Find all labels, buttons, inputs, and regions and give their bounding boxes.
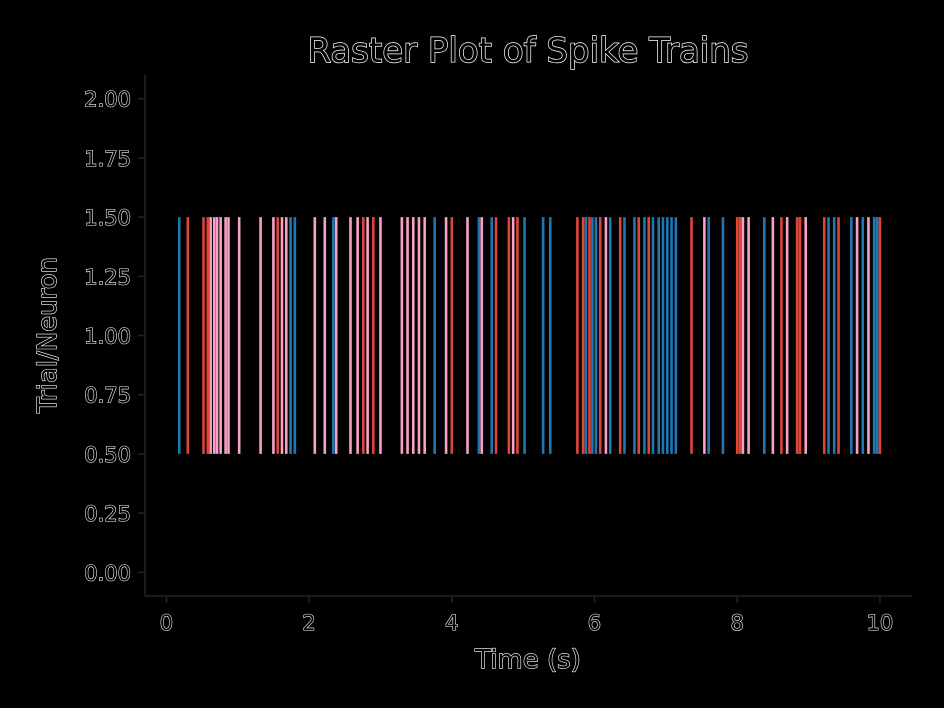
y-tick-label: 0.00: [84, 561, 131, 585]
x-tick-label: 4: [445, 611, 458, 635]
y-axis-ticks: 0.00 0.25 0.50 0.75 1.00 1.25 1.50 1.75 2.00: [84, 87, 145, 586]
spike-lines: [177, 217, 882, 454]
x-tick-label: 8: [731, 611, 744, 635]
x-axis-ticks: 0 2 4 6 8 10: [159, 596, 894, 636]
y-tick-label: 1.75: [84, 147, 131, 171]
y-axis-label: Trial/Neuron: [33, 257, 63, 414]
x-tick-label: 10: [867, 611, 894, 635]
y-tick-label: 1.25: [84, 265, 131, 289]
x-tick-label: 6: [588, 611, 601, 635]
y-tick-label: 0.50: [84, 443, 131, 467]
y-tick-label: 1.00: [84, 325, 131, 349]
y-tick-label: 1.50: [84, 206, 131, 230]
x-axis-label: Time (s): [474, 645, 581, 675]
y-tick-label: 2.00: [84, 88, 131, 112]
y-tick-label: 0.25: [84, 502, 131, 526]
x-tick-label: 0: [160, 611, 173, 635]
y-tick-label: 0.75: [84, 384, 131, 408]
chart-title: Raster Plot of Spike Trains: [307, 31, 748, 71]
x-tick-label: 2: [302, 611, 315, 635]
